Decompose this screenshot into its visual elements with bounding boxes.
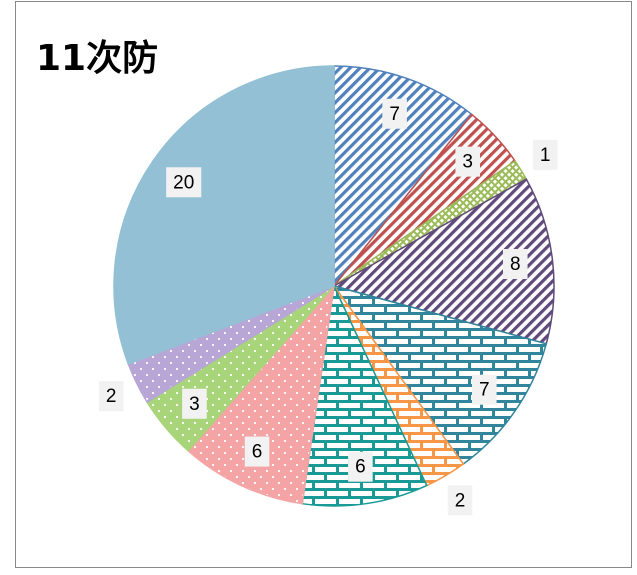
pie-slice [332,284,548,466]
data-label-text: 6 [355,457,366,478]
data-label: 1 [532,139,558,170]
data-label: 6 [244,436,270,467]
data-label-text: 6 [252,442,263,463]
data-label: 3 [182,388,207,419]
data-label-bg [532,139,558,170]
data-label-text: 7 [479,380,490,401]
data-label: 20 [166,167,202,198]
data-label-text: 1 [540,145,551,166]
pie-slice [187,283,336,505]
data-label-bg [348,451,373,482]
data-label: 6 [348,451,373,482]
pie-slice [332,178,555,345]
pie-slice [333,65,473,289]
chart-title: 11次防 [36,38,158,79]
data-label-text: 7 [389,104,400,125]
data-label-bg [447,485,473,516]
data-label-bg [182,388,207,419]
data-label-text: 2 [455,490,466,511]
data-label-bg [382,98,407,129]
data-label: 7 [382,98,407,129]
data-label-text: 20 [173,172,194,193]
data-label-bg [502,248,528,279]
data-label-bg [166,167,202,198]
data-label-bg [455,146,481,177]
data-label: 2 [447,485,473,516]
data-label-bg [98,381,124,412]
data-label-text: 3 [189,394,200,415]
data-label-bg [244,436,270,467]
data-label-text: 3 [462,152,473,173]
data-label-text: 8 [510,254,521,275]
data-label: 3 [455,146,481,177]
pie-slice [301,283,428,507]
data-label: 8 [502,248,528,279]
data-label: 7 [471,374,497,405]
data-label-text: 2 [106,386,117,407]
data-label: 2 [98,381,124,412]
pie-slice [113,65,335,365]
data-label-bg [471,374,497,405]
